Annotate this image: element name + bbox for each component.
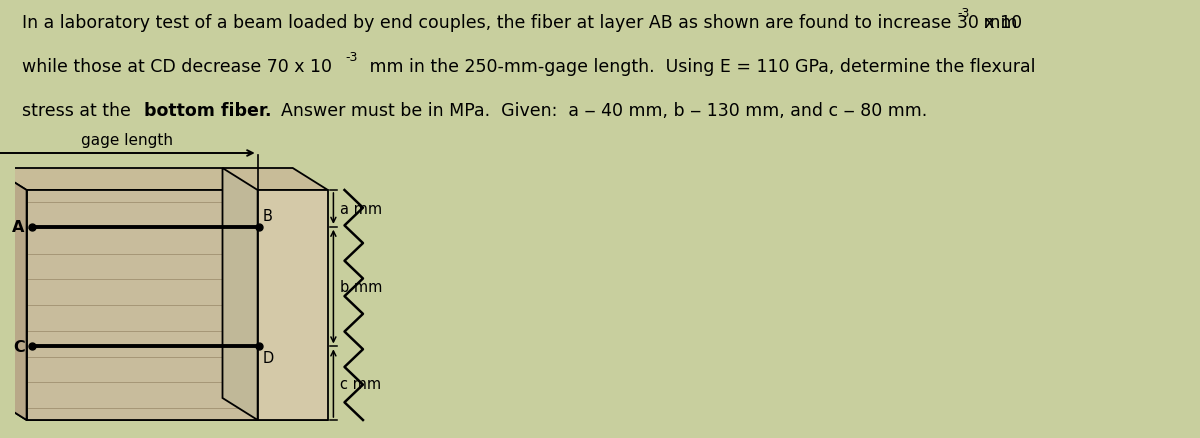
Polygon shape: [258, 191, 328, 420]
Text: A: A: [12, 220, 25, 235]
Text: bottom fiber.: bottom fiber.: [144, 102, 272, 120]
Text: Answer must be in MPa.  Given:  a ‒ 40 mm, b ‒ 130 mm, and c ‒ 80 mm.: Answer must be in MPa. Given: a ‒ 40 mm,…: [270, 102, 928, 120]
Polygon shape: [0, 169, 26, 420]
Text: -3: -3: [958, 7, 970, 21]
Polygon shape: [0, 398, 328, 420]
Text: c mm: c mm: [341, 376, 382, 391]
Polygon shape: [26, 191, 258, 420]
Text: -3: -3: [344, 51, 358, 64]
Text: B: B: [263, 208, 272, 223]
Text: while those at CD decrease 70 x 10: while those at CD decrease 70 x 10: [22, 58, 332, 76]
Text: b mm: b mm: [341, 279, 383, 294]
Text: a mm: a mm: [341, 201, 383, 216]
Polygon shape: [0, 169, 328, 191]
Polygon shape: [222, 169, 258, 420]
Text: gage length: gage length: [82, 133, 173, 148]
Text: D: D: [263, 350, 274, 366]
Text: mm: mm: [978, 14, 1018, 32]
Text: stress at the: stress at the: [22, 102, 137, 120]
Text: mm in the 250-mm-gage length.  Using E = 110 GPa, determine the flexural: mm in the 250-mm-gage length. Using E = …: [364, 58, 1036, 76]
Text: In a laboratory test of a beam loaded by end couples, the fiber at layer AB as s: In a laboratory test of a beam loaded by…: [22, 14, 1022, 32]
Text: C: C: [13, 339, 25, 354]
